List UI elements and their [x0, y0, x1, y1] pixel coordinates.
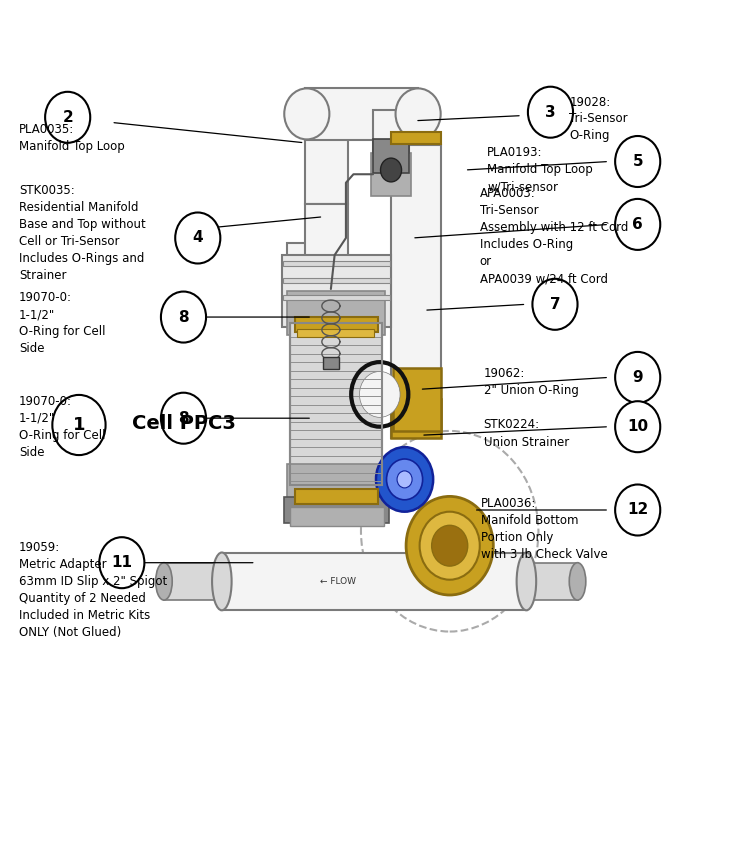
Text: 19070-0:
1-1/2"
O-Ring for Cell
Side: 19070-0: 1-1/2" O-Ring for Cell Side	[19, 394, 105, 459]
Circle shape	[99, 537, 144, 588]
Circle shape	[397, 471, 412, 488]
Text: 19062:
2" Union O-Ring: 19062: 2" Union O-Ring	[484, 367, 578, 398]
Circle shape	[615, 401, 660, 452]
Text: 4: 4	[193, 230, 203, 246]
Bar	[290, 507, 384, 526]
Circle shape	[175, 212, 220, 264]
Text: PLA0193:
Manifold Top Loop
w/Tri-sensor: PLA0193: Manifold Top Loop w/Tri-sensor	[487, 146, 593, 194]
Bar	[391, 132, 441, 144]
Text: Cell PPC3: Cell PPC3	[132, 414, 235, 433]
Text: 19070-0:
1-1/2"
O-Ring for Cell
Side: 19070-0: 1-1/2" O-Ring for Cell Side	[19, 291, 105, 355]
Circle shape	[161, 292, 206, 343]
Text: 7: 7	[550, 297, 560, 312]
Bar	[393, 367, 441, 431]
Circle shape	[53, 395, 105, 455]
Bar	[526, 563, 578, 600]
Bar	[295, 317, 378, 332]
Circle shape	[528, 87, 573, 138]
Circle shape	[532, 279, 578, 330]
Bar	[222, 552, 526, 610]
Text: 1: 1	[73, 416, 85, 434]
Bar	[305, 110, 348, 204]
Circle shape	[432, 525, 468, 566]
Circle shape	[406, 496, 493, 595]
Bar	[287, 291, 385, 335]
Bar	[373, 139, 409, 173]
Text: 8: 8	[178, 309, 189, 325]
Circle shape	[45, 92, 90, 143]
Bar	[164, 563, 226, 600]
Text: 6: 6	[632, 217, 643, 232]
Bar	[323, 357, 339, 369]
Ellipse shape	[156, 563, 172, 600]
Ellipse shape	[212, 552, 232, 610]
Bar	[283, 278, 390, 283]
Circle shape	[615, 199, 660, 250]
Circle shape	[615, 136, 660, 187]
Circle shape	[615, 484, 660, 536]
Text: 19059:
Metric Adapter
63mm ID Slip x 2" Spigot
Quantity of 2 Needed
Included in : 19059: Metric Adapter 63mm ID Slip x 2" …	[19, 541, 167, 639]
Bar	[305, 88, 418, 140]
Text: 8: 8	[178, 411, 189, 426]
Bar	[391, 144, 441, 438]
Ellipse shape	[569, 563, 586, 600]
Text: STK0224:
Union Strainer: STK0224: Union Strainer	[484, 418, 569, 449]
Text: PLA0035:
Manifold Top Loop: PLA0035: Manifold Top Loop	[19, 122, 125, 153]
Text: APA0003:
Tri-Sensor
Assembly with 12 ft Cord
Includes O-Ring
or
APA0039 w/24 ft : APA0003: Tri-Sensor Assembly with 12 ft …	[480, 187, 628, 286]
Bar	[283, 261, 390, 266]
Bar	[290, 323, 382, 484]
Circle shape	[381, 158, 402, 182]
Text: 2: 2	[62, 110, 73, 125]
Text: 9: 9	[632, 370, 643, 385]
Text: PLA0036:
Manifold Bottom
Portion Only
with 3 lb Check Valve: PLA0036: Manifold Bottom Portion Only wi…	[481, 496, 608, 561]
Text: ← FLOW: ← FLOW	[320, 577, 356, 586]
Text: 11: 11	[111, 555, 132, 570]
Text: 5: 5	[632, 154, 643, 169]
Bar	[305, 204, 348, 265]
Circle shape	[284, 88, 329, 139]
Circle shape	[161, 393, 206, 444]
Circle shape	[615, 352, 660, 403]
Text: 12: 12	[627, 502, 648, 518]
Circle shape	[359, 371, 400, 417]
Bar	[391, 400, 441, 438]
Text: 10: 10	[627, 419, 648, 434]
Bar	[283, 295, 390, 300]
Circle shape	[387, 459, 423, 500]
Bar	[290, 323, 382, 484]
Bar	[281, 255, 391, 327]
Circle shape	[420, 512, 480, 580]
Text: 19028:
Tri-Sensor
O-Ring: 19028: Tri-Sensor O-Ring	[569, 95, 628, 143]
Text: 3: 3	[545, 105, 556, 120]
Bar	[373, 110, 409, 158]
Bar	[287, 464, 385, 505]
Circle shape	[376, 447, 433, 512]
Ellipse shape	[517, 552, 536, 610]
Text: STK0035:
Residential Manifold
Base and Top without
Cell or Tri-Sensor
Includes O: STK0035: Residential Manifold Base and T…	[19, 184, 146, 282]
Bar	[297, 329, 374, 337]
Bar	[284, 497, 389, 523]
Bar	[295, 489, 378, 504]
Bar	[371, 153, 411, 196]
Bar	[287, 243, 329, 287]
Circle shape	[396, 88, 441, 139]
